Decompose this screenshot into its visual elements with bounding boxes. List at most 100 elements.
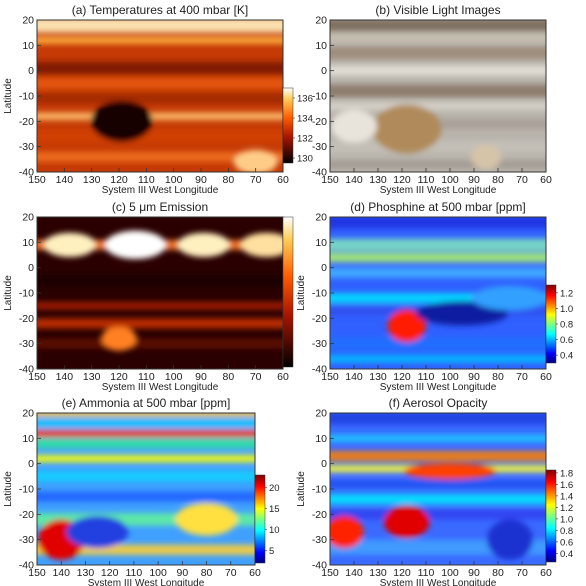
colorbar-tick-label: 0.8	[560, 526, 573, 537]
x-tick-label: 70	[250, 371, 262, 383]
x-tick-label: 60	[277, 174, 289, 186]
heatmap-band	[37, 78, 283, 89]
heatmap-band	[37, 338, 283, 349]
colorbar-tick-label: 1.2	[560, 288, 573, 299]
y-tick-label: 20	[22, 212, 34, 224]
heatmap-band	[37, 151, 283, 162]
colorbar-tick-label: 0.8	[560, 320, 573, 331]
heatmap-band	[330, 451, 546, 462]
heatmap-band	[330, 20, 546, 32]
y-tick-label: 0	[28, 65, 34, 77]
y-tick-label: -20	[19, 509, 34, 521]
x-tick-label: 90	[195, 371, 207, 383]
x-tick-label: 120	[110, 371, 128, 383]
heatmap-feature	[66, 515, 129, 549]
heatmap-band	[330, 252, 546, 263]
heatmap-band	[37, 20, 283, 33]
x-axis-label: System III West Longitude	[102, 382, 219, 393]
heatmap-feature	[403, 463, 497, 480]
colorbar-tick-label: 15	[269, 504, 280, 515]
y-tick-label: -20	[312, 116, 327, 128]
heatmap-feature	[43, 232, 97, 258]
heatmap-band	[330, 434, 546, 443]
colorbar-tick-label: 0.6	[560, 335, 573, 346]
x-tick-label: 110	[418, 371, 435, 383]
y-tick-label: 10	[22, 433, 34, 445]
y-tick-label: -40	[312, 560, 327, 572]
x-axis-label: System III West Longitude	[102, 185, 219, 196]
x-tick-label: 130	[77, 567, 95, 579]
x-tick-label: 150	[321, 174, 339, 186]
heatmap-band	[37, 454, 255, 463]
y-tick-label: -40	[312, 364, 327, 376]
y-tick-label: -20	[19, 116, 34, 128]
colorbar-tick-label: 132	[297, 134, 313, 145]
x-tick-label: 90	[176, 567, 188, 579]
heatmap-feature	[387, 309, 426, 343]
colorbar-tick-label: 20	[269, 483, 280, 494]
x-tick-label: 130	[369, 567, 387, 579]
y-axis-label: Latitude	[296, 471, 307, 507]
y-tick-label: 20	[315, 212, 327, 224]
heatmap-band	[330, 238, 546, 252]
heatmap-band	[330, 494, 546, 505]
x-tick-label: 130	[369, 174, 387, 186]
colorbar-tick-label: 1.4	[560, 491, 573, 502]
heatmap-band	[37, 438, 255, 449]
heatmap-band	[37, 93, 283, 104]
heatmap-feature	[470, 144, 502, 169]
heatmap-band	[330, 217, 546, 229]
y-tick-label: -10	[19, 484, 34, 496]
x-tick-label: 100	[165, 174, 183, 186]
y-tick-label: -30	[19, 534, 34, 546]
panel-title: (e) Ammonia at 500 mbar [ppm]	[62, 396, 231, 410]
y-tick-label: -30	[312, 338, 327, 350]
y-tick-label: 0	[28, 458, 34, 470]
panel-0: (a) Temperatures at 400 mbar [K] 150 140 13…	[3, 3, 313, 196]
y-tick-label: 10	[315, 40, 327, 52]
colorbar	[545, 469, 557, 563]
heatmap-band	[330, 337, 546, 350]
heatmap-band	[330, 293, 546, 304]
y-tick-label: 20	[315, 15, 327, 27]
heatmap-band	[37, 36, 283, 45]
colorbar-tick-label: 130	[297, 154, 313, 165]
y-tick-label: 10	[315, 237, 327, 249]
y-tick-label: -10	[19, 91, 34, 103]
heatmap-band	[330, 267, 546, 278]
x-tick-label: 80	[492, 567, 504, 579]
colorbar-tick-label: 136	[297, 94, 313, 105]
x-tick-label: 90	[468, 174, 480, 186]
x-tick-label: 150	[28, 174, 46, 186]
heatmap-feature	[383, 505, 430, 539]
y-tick-label: -20	[312, 509, 327, 521]
colorbar-tick-label: 10	[269, 525, 280, 536]
heatmap-image	[37, 413, 255, 565]
y-tick-label: -30	[312, 534, 327, 546]
y-axis-label: Latitude	[3, 471, 14, 507]
x-tick-label: 90	[195, 174, 207, 186]
x-tick-label: 140	[52, 567, 70, 579]
heatmap-band	[37, 471, 255, 482]
x-tick-label: 110	[418, 174, 435, 186]
y-tick-label: 0	[321, 65, 327, 77]
heatmap-band	[37, 130, 283, 143]
x-tick-label: 140	[345, 567, 363, 579]
colorbar-tick-label: 1.8	[560, 468, 573, 479]
x-tick-label: 100	[165, 371, 183, 383]
y-tick-label: -30	[312, 141, 327, 153]
y-tick-label: 0	[321, 262, 327, 274]
heatmap-band	[37, 544, 255, 555]
heatmap-band	[37, 429, 255, 438]
colorbar-tick-label: 134	[297, 114, 313, 125]
heatmap-feature	[101, 326, 137, 351]
y-tick-label: -20	[312, 313, 327, 325]
heatmap-feature	[233, 149, 278, 172]
heatmap-image	[330, 217, 546, 369]
x-tick-label: 120	[393, 567, 411, 579]
panel-title: (c) 5 μm Emission	[112, 200, 208, 214]
x-tick-label: 110	[418, 567, 435, 579]
x-tick-label: 110	[126, 567, 143, 579]
